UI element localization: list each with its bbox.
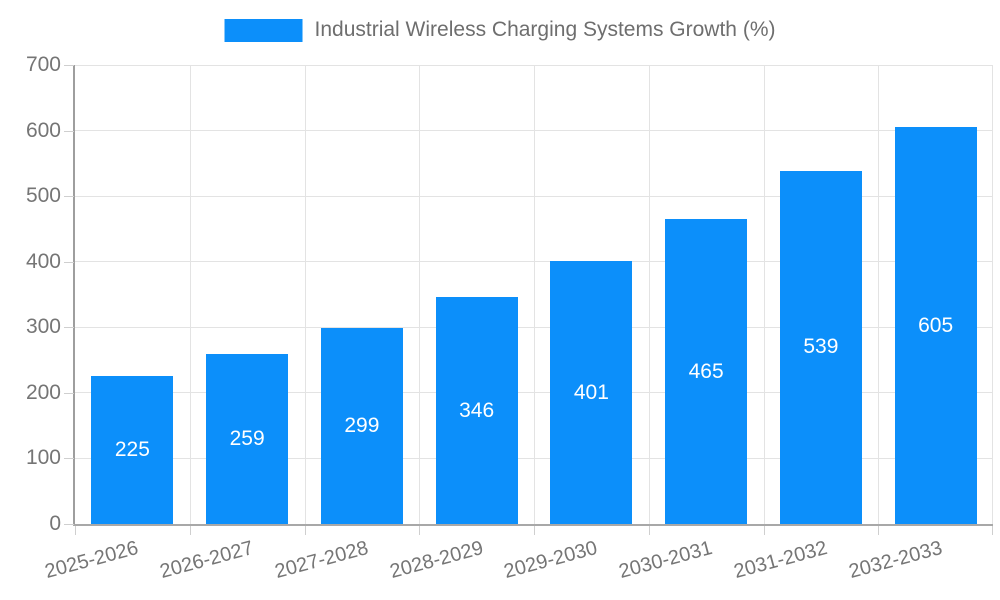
x-tick-label-2028-2029: 2028-2029 [387,537,486,584]
gridline-x-boundary-6 [763,65,765,524]
y-tick-mark-400 [64,261,74,263]
y-tick-label-400: 400 [25,249,61,273]
x-tick-label-2027-2028: 2027-2028 [272,537,371,584]
legend-item[interactable]: Industrial Wireless Charging Systems Gro… [224,18,776,42]
x-tick-mark-7 [878,526,880,535]
x-tick-mark-2 [304,526,306,535]
bar-2027-2028[interactable]: 299 [320,327,403,524]
x-tick-label-2025-2026: 2025-2026 [42,537,142,584]
y-tick-mark-700 [64,65,74,66]
x-tick-label-2032-2033: 2032-2033 [846,537,945,584]
x-tick-label-2026-2027: 2026-2027 [157,537,256,584]
y-tick-mark-600 [64,130,74,132]
y-axis-line [73,65,75,526]
bar-2025-2026[interactable]: 225 [91,376,174,524]
gridline-x-boundary-3 [419,65,421,524]
y-tick-label-500: 500 [25,184,61,208]
bar-2028-2029[interactable]: 346 [435,297,518,524]
y-tick-label-600: 600 [25,118,61,142]
x-tick-mark-6 [763,526,765,535]
x-tick-mark-0 [75,526,76,535]
bar-2030-2031[interactable]: 465 [665,219,748,524]
bar-value-label: 401 [573,380,609,404]
x-tick-mark-4 [534,526,535,535]
gridline-x-boundary-4 [534,65,535,524]
bar-2032-2033[interactable]: 605 [894,127,977,524]
bar-value-label: 465 [688,359,724,383]
x-tick-label-2030-2031: 2030-2031 [616,537,715,584]
bar-value-label: 259 [229,427,265,451]
legend-label: Industrial Wireless Charging Systems Gro… [314,18,776,41]
y-tick-mark-100 [64,458,74,460]
gridline-x-boundary-5 [648,65,650,524]
y-tick-label-300: 300 [25,315,61,339]
bar-value-label: 605 [918,313,954,337]
x-tick-label-2029-2030: 2029-2030 [501,537,601,584]
y-tick-mark-500 [64,196,74,198]
gridline-x-boundary-7 [878,65,880,524]
bar-value-label: 346 [459,398,495,422]
bar-2029-2030[interactable]: 401 [550,261,633,524]
x-tick-mark-5 [648,526,650,535]
y-tick-label-700: 700 [25,53,61,76]
gridline-x-boundary-8 [992,65,993,524]
y-tick-mark-200 [64,392,74,394]
y-tick-mark-300 [64,327,74,329]
legend-swatch [224,18,303,42]
x-tick-mark-1 [189,526,191,535]
y-tick-label-100: 100 [25,446,61,470]
plot-area: 225 259 299 346 401 465 539 605 [75,64,993,524]
bar-value-label: 299 [344,413,380,437]
x-tick-mark-8 [992,526,993,535]
y-tick-label-0: 0 [49,512,61,535]
gridline-x-boundary-2 [304,65,306,524]
x-tick-label-2031-2032: 2031-2032 [731,537,830,584]
x-axis-line [73,524,993,526]
bar-2026-2027[interactable]: 259 [206,354,289,524]
bar-value-label: 225 [114,438,150,462]
x-tick-mark-3 [419,526,421,535]
y-tick-mark-0 [64,524,74,525]
gridline-x-boundary-1 [189,65,191,524]
bar-value-label: 539 [803,335,839,359]
bar-2031-2032[interactable]: 539 [779,170,862,524]
y-tick-label-200: 200 [25,380,61,404]
